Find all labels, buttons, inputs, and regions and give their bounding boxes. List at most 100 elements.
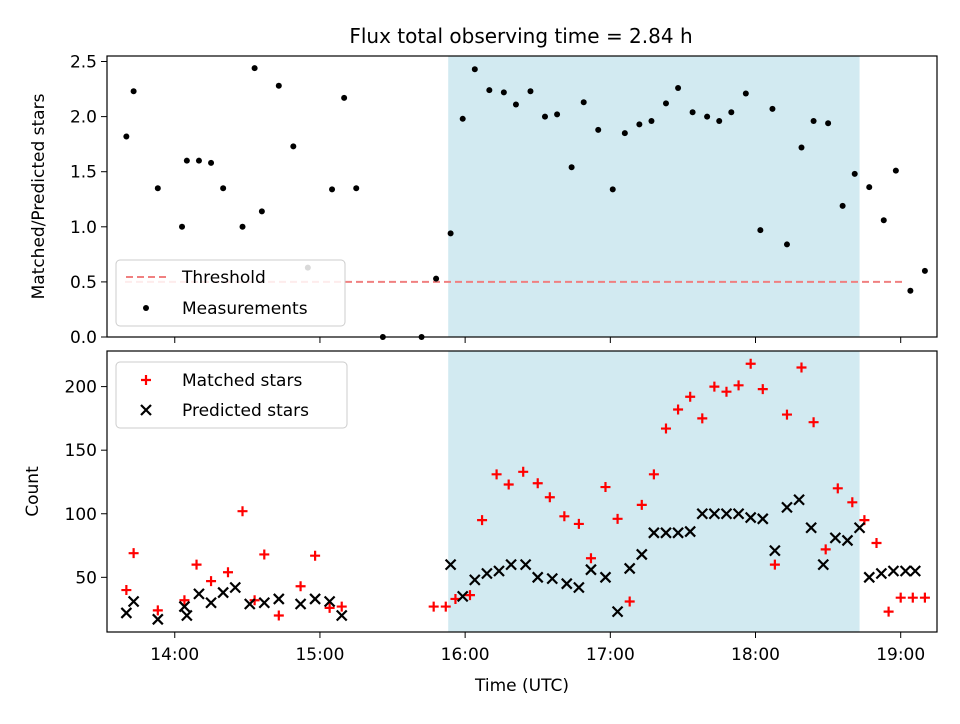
predicted-star-point [696, 507, 709, 520]
matched-star-point [573, 518, 584, 529]
y-tick-label: 0.5 [70, 273, 97, 293]
matched-star-point [919, 592, 930, 603]
measurement-point [341, 94, 348, 101]
legend-predicted-label: Predicted stars [182, 401, 309, 421]
x-tick-label: 18:00 [731, 645, 780, 665]
predicted-star-point [181, 609, 193, 622]
predicted-star-point [672, 527, 684, 539]
legend-threshold-label: Threshold [181, 268, 266, 288]
measurement-point [704, 113, 711, 120]
predicted-star-point [769, 544, 781, 557]
predicted-star-point [178, 600, 191, 613]
predicted-star-point [152, 613, 164, 626]
predicted-star-point [193, 588, 205, 600]
y-tick-label: 1.0 [70, 218, 97, 238]
measurement-point [880, 217, 887, 224]
bottom-panel: 50 100 150 200 14:00 15:00 16:00 17:00 18:00 19:0… [23, 350, 938, 696]
matched-star-point [259, 549, 270, 560]
matched-star-point [585, 553, 596, 564]
y-tick-label: 1.5 [70, 163, 97, 183]
x-axis-label: Time (UTC) [474, 676, 569, 696]
measurement-point [769, 105, 776, 112]
matched-star-point [121, 585, 132, 596]
legend-measurement-label: Measurements [182, 299, 308, 319]
measurement-point [568, 164, 575, 171]
measurement-point [728, 109, 735, 116]
measurement-point [512, 101, 519, 108]
matched-star-point [832, 483, 843, 494]
measurement-point [500, 89, 507, 96]
matched-star-point [648, 469, 659, 480]
measurement-point [851, 170, 858, 177]
matched-star-point [796, 362, 807, 373]
matched-star-point [336, 601, 347, 612]
matched-star-point [757, 384, 768, 395]
predicted-star-point [127, 595, 140, 608]
predicted-star-point [258, 596, 271, 609]
measurement-point [907, 287, 914, 294]
predicted-star-point [636, 548, 648, 561]
measurement-point [239, 223, 246, 230]
legend-predicted-swatch [140, 404, 152, 416]
measurement-point [839, 202, 846, 209]
top-panel: 0.0 0.5 1.0 1.5 2.0 2.5 Matched/Predicted star… [29, 53, 938, 348]
predicted-star-point [519, 558, 532, 571]
measurement-point [486, 87, 493, 94]
predicted-star-point [660, 527, 672, 539]
predicted-star-point [720, 507, 733, 520]
legend-box [115, 361, 348, 429]
measurement-point [471, 66, 478, 73]
measurement-point [353, 185, 360, 192]
measurement-point [783, 241, 790, 248]
predicted-star-point [456, 590, 469, 603]
predicted-star-point [805, 521, 817, 534]
predicted-star-point [732, 507, 745, 520]
predicted-star-point [505, 558, 517, 571]
measurement-point [892, 167, 899, 174]
measurement-point [541, 113, 548, 120]
predicted-star-point [756, 513, 769, 525]
x-tick-label: 17:00 [586, 645, 635, 665]
matched-star-point [624, 596, 635, 607]
matched-star-point [733, 380, 744, 391]
measurement-point [825, 120, 832, 127]
measurement-point [220, 185, 227, 192]
measurement-point [609, 186, 616, 193]
measurement-point [275, 82, 282, 89]
matched-star-point [491, 469, 502, 480]
matched-star-point [769, 559, 780, 570]
legend-matched-swatch [141, 375, 151, 385]
predicted-star-point [335, 609, 348, 622]
y-tick-label: 0.0 [70, 328, 97, 348]
predicted-star-point [599, 571, 612, 584]
measurement-point [329, 186, 336, 193]
predicted-star-point [493, 565, 505, 577]
chart-title: Flux total observing time = 2.84 h [349, 24, 692, 48]
measurement-point [554, 111, 561, 118]
matched-star-point [464, 590, 475, 601]
matched-star-point [847, 497, 858, 508]
predicted-star-point [531, 571, 544, 584]
predicted-star-point [744, 511, 757, 524]
predicted-star-point [829, 532, 842, 544]
y-tick-label: 150 [65, 441, 97, 461]
matched-star-point [559, 511, 570, 522]
matched-star-point [612, 513, 623, 524]
predicted-star-point [684, 525, 696, 538]
matched-star-point [871, 537, 882, 548]
axes-frame [106, 55, 938, 338]
matched-star-point [477, 515, 488, 526]
matched-star-point [440, 601, 451, 612]
predicted-star-point [585, 563, 597, 576]
matched-star-point [206, 576, 217, 587]
predicted-star-point [546, 572, 559, 585]
measurement-point [195, 157, 202, 164]
measurement-point [675, 84, 682, 91]
measurement-point [459, 115, 466, 122]
matched-star-point [721, 386, 732, 397]
measurement-point [580, 99, 587, 106]
predicted-star-point [309, 593, 321, 605]
observing-window-band [448, 56, 860, 337]
matched-star-point [544, 492, 555, 503]
y-tick-label: 2.5 [70, 53, 97, 73]
